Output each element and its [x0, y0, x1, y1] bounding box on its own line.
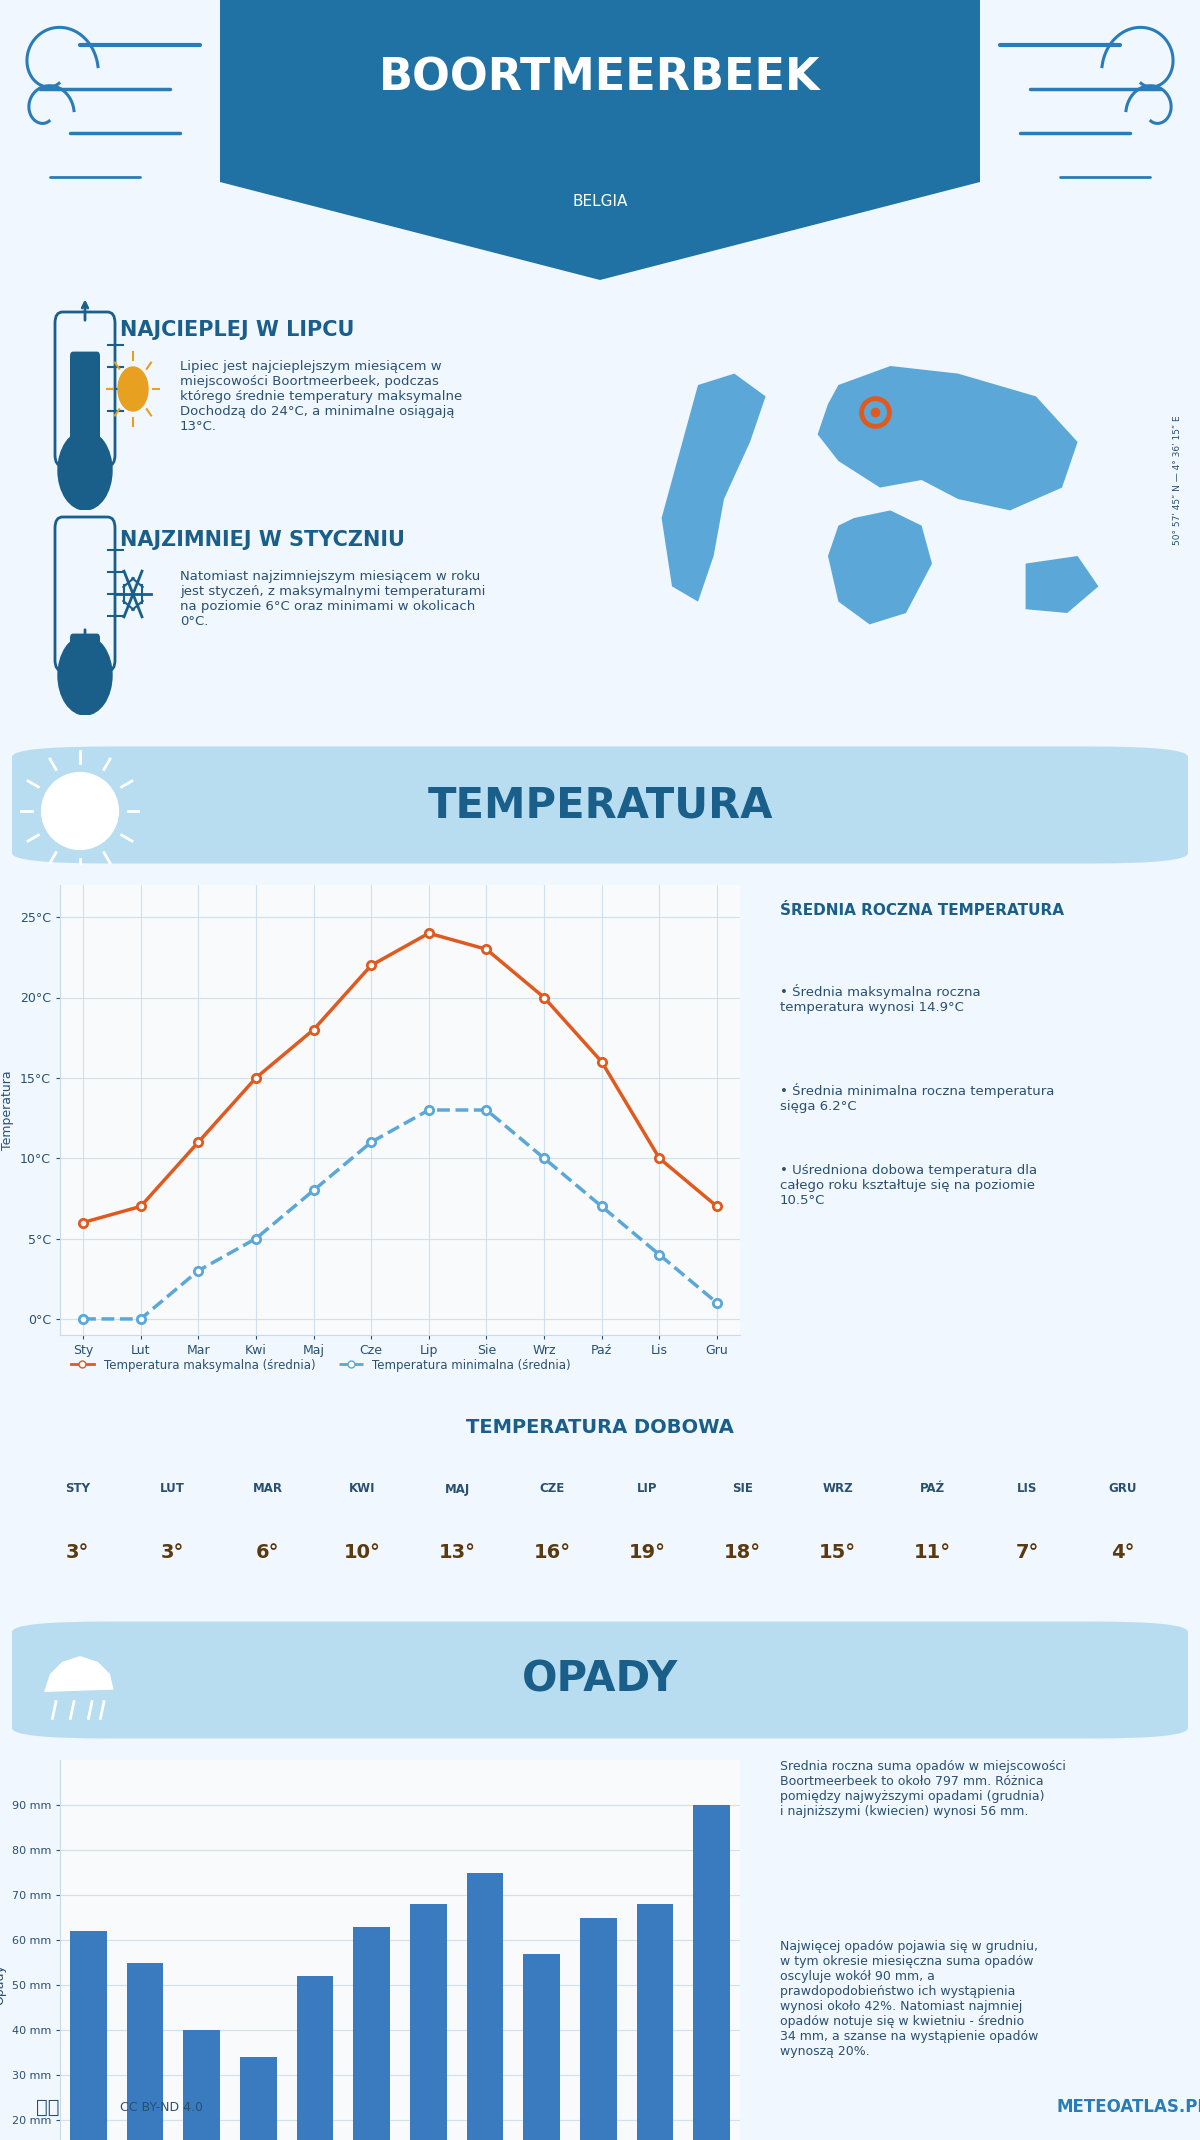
Text: TEMPERATURA DOBOWA: TEMPERATURA DOBOWA	[466, 1419, 734, 1436]
Text: 50° 57ʹ 45ʺ N — 4° 36ʹ 15ʺ E: 50° 57ʹ 45ʺ N — 4° 36ʹ 15ʺ E	[1174, 415, 1182, 546]
Text: MAJ: MAJ	[445, 1483, 470, 1496]
Text: TEMPERATURA: TEMPERATURA	[427, 783, 773, 826]
Text: 16°: 16°	[534, 1543, 571, 1562]
Polygon shape	[817, 366, 1078, 511]
Text: 19°: 19°	[629, 1543, 666, 1562]
Text: NAJZIMNIEJ W STYCZNIU: NAJZIMNIEJ W STYCZNIU	[120, 531, 404, 550]
Text: 3°: 3°	[161, 1543, 184, 1562]
FancyBboxPatch shape	[70, 633, 100, 663]
Text: BOORTMEERBEEK: BOORTMEERBEEK	[379, 58, 821, 101]
Text: 4°: 4°	[1111, 1543, 1134, 1562]
Bar	[126, 1962, 163, 2140]
Text: PAŹ: PAŹ	[920, 1483, 946, 1496]
Text: SIE: SIE	[732, 1483, 752, 1496]
Y-axis label: Temperatura: Temperatura	[1, 1070, 14, 1149]
Text: METEOATLAS.PL: METEOATLAS.PL	[1056, 2099, 1200, 2116]
Bar	[523, 1954, 560, 2140]
Text: OPADY: OPADY	[522, 1658, 678, 1701]
Polygon shape	[661, 374, 766, 601]
Bar	[410, 1905, 446, 2140]
Text: • Średnia maksymalna roczna
temperatura wynosi 14.9°C: • Średnia maksymalna roczna temperatura …	[780, 984, 980, 1014]
Text: Srednia roczna suma opadów w miejscowości
Boortmeerbeek to około 797 mm. Różnica: Srednia roczna suma opadów w miejscowośc…	[780, 1759, 1066, 1819]
Text: Lipiec jest najcieplejszym miesiącem w
miejscowości Boortmeerbeek, podczas
które: Lipiec jest najcieplejszym miesiącem w m…	[180, 360, 462, 432]
Text: GRU: GRU	[1109, 1483, 1136, 1496]
Text: KWI: KWI	[349, 1483, 376, 1496]
Text: 6°: 6°	[256, 1543, 280, 1562]
Text: CC BY-ND 4.0: CC BY-ND 4.0	[120, 2101, 203, 2114]
Text: 18°: 18°	[724, 1543, 761, 1562]
Text: MAR: MAR	[252, 1483, 282, 1496]
Bar	[70, 1930, 107, 2140]
Text: LIS: LIS	[1018, 1483, 1038, 1496]
Text: 10°: 10°	[344, 1543, 380, 1562]
Circle shape	[58, 636, 112, 715]
Polygon shape	[220, 0, 980, 280]
Bar	[353, 1926, 390, 2140]
Bar	[184, 2031, 220, 2140]
Text: 3°: 3°	[66, 1543, 89, 1562]
Polygon shape	[828, 511, 932, 625]
Circle shape	[58, 430, 112, 509]
Bar	[636, 1905, 673, 2140]
Text: ⒸⒾ: ⒸⒾ	[36, 2097, 60, 2116]
Text: STY: STY	[65, 1483, 90, 1496]
Text: WRZ: WRZ	[822, 1483, 853, 1496]
Text: 15°: 15°	[818, 1543, 856, 1562]
Y-axis label: Opady: Opady	[0, 1965, 6, 2005]
Bar	[467, 1872, 504, 2140]
Polygon shape	[1026, 556, 1098, 612]
Bar	[580, 1917, 617, 2140]
FancyBboxPatch shape	[12, 1622, 1188, 1738]
Text: NAJCIEPLEJ W LIPCU: NAJCIEPLEJ W LIPCU	[120, 321, 354, 340]
Text: LIP: LIP	[637, 1483, 658, 1496]
Polygon shape	[44, 1656, 114, 1693]
Text: 13°: 13°	[439, 1543, 476, 1562]
Bar	[240, 2057, 277, 2140]
Circle shape	[118, 366, 148, 411]
Text: CZE: CZE	[540, 1483, 565, 1496]
Circle shape	[42, 773, 119, 850]
Text: • Średnia minimalna roczna temperatura
sięga 6.2°C: • Średnia minimalna roczna temperatura s…	[780, 1083, 1055, 1113]
Bar	[694, 1804, 730, 2140]
FancyBboxPatch shape	[12, 747, 1188, 865]
Text: 11°: 11°	[914, 1543, 952, 1562]
Text: • Uśredniona dobowa temperatura dla
całego roku kształtuje się na poziomie
10.5°: • Uśredniona dobowa temperatura dla całe…	[780, 1164, 1037, 1207]
Text: Natomiast najzimniejszym miesiącem w roku
jest styczeń, z maksymalnymi temperatu: Natomiast najzimniejszym miesiącem w rok…	[180, 569, 485, 627]
Bar	[296, 1975, 334, 2140]
Text: ŚREDNIA ROCZNA TEMPERATURA: ŚREDNIA ROCZNA TEMPERATURA	[780, 903, 1064, 918]
Text: Najwięcej opadów pojawia się w grudniu,
w tym okresie miesięczna suma opadów
osc: Najwięcej opadów pojawia się w grudniu, …	[780, 1941, 1038, 2059]
FancyBboxPatch shape	[70, 351, 100, 460]
Legend: Temperatura maksymalna (średnia), Temperatura minimalna (średnia): Temperatura maksymalna (średnia), Temper…	[66, 1355, 575, 1376]
Text: BELGIA: BELGIA	[572, 195, 628, 210]
Text: 7°: 7°	[1016, 1543, 1039, 1562]
Text: LUT: LUT	[160, 1483, 185, 1496]
